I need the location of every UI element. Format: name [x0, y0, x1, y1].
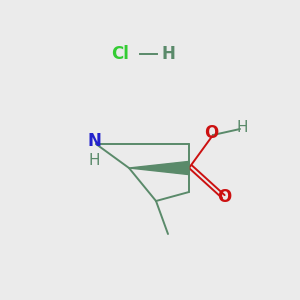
- Polygon shape: [129, 161, 189, 175]
- Text: H: H: [161, 45, 175, 63]
- Text: O: O: [217, 188, 232, 206]
- Text: H: H: [89, 153, 100, 168]
- Text: Cl: Cl: [111, 45, 129, 63]
- Text: O: O: [204, 124, 219, 142]
- Text: H: H: [237, 120, 248, 135]
- Text: N: N: [88, 132, 101, 150]
